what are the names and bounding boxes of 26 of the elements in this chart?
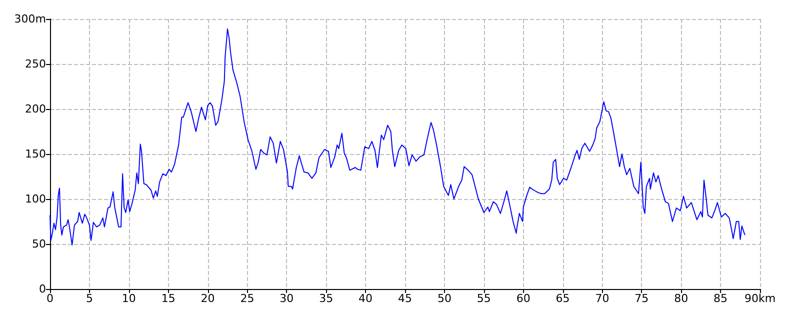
y-tick-label: 50 xyxy=(32,238,46,250)
y-tick-label: 250 xyxy=(25,58,46,70)
x-tick-label: 70 xyxy=(595,292,610,305)
y-tick-label: 0 xyxy=(39,282,46,296)
line-series xyxy=(50,28,746,246)
y-tick-label: 300m xyxy=(14,12,46,26)
x-tick-label: 5 xyxy=(86,292,93,305)
x-tick-label: 40 xyxy=(358,292,373,305)
y-tick-label: 100 xyxy=(25,192,46,206)
x-tick-label: 30 xyxy=(280,292,294,305)
x-tick-label: 35 xyxy=(319,292,334,305)
x-tick-label: 85 xyxy=(714,292,728,305)
x-tick-label: 90km xyxy=(744,292,776,305)
x-tick-label: 75 xyxy=(634,292,649,305)
x-tick-label: 10 xyxy=(122,292,136,305)
x-tick-label: 65 xyxy=(556,292,570,305)
y-tick-label: 150 xyxy=(25,148,46,160)
x-tick-label: 50 xyxy=(437,292,452,305)
x-tick-label: 80 xyxy=(674,292,688,305)
x-tick-label: 60 xyxy=(516,292,530,305)
x-tick-label: 55 xyxy=(476,292,491,305)
x-tick-label: 25 xyxy=(240,292,254,305)
x-tick-label: 15 xyxy=(161,292,176,305)
y-tick-label: 200 xyxy=(25,102,46,116)
x-tick-label: 20 xyxy=(200,292,215,305)
x-tick-label: 45 xyxy=(398,292,412,305)
